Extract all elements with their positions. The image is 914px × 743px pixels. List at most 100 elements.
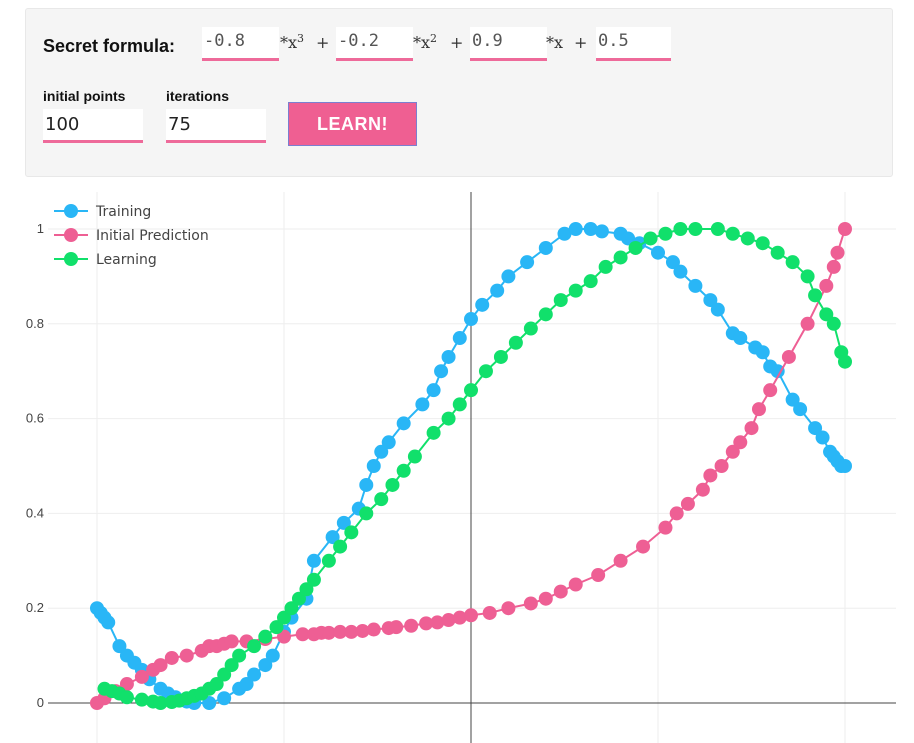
data-point	[553, 293, 568, 308]
data-point	[464, 312, 478, 327]
data-point	[306, 572, 321, 587]
data-point	[819, 307, 834, 322]
data-point	[355, 623, 370, 638]
data-point	[594, 224, 609, 239]
data-point	[441, 613, 456, 628]
data-point	[673, 222, 688, 236]
data-point	[321, 625, 336, 640]
data-point	[404, 618, 419, 633]
data-point	[568, 577, 583, 592]
coefficient-x3-input[interactable]: -0.8	[202, 27, 279, 61]
data-point	[501, 601, 516, 616]
data-point	[284, 601, 299, 616]
data-point	[482, 605, 497, 620]
data-point	[336, 515, 351, 530]
data-point	[452, 397, 467, 412]
data-point	[680, 496, 695, 511]
data-point	[344, 624, 359, 639]
data-point	[153, 696, 168, 710]
data-point	[553, 584, 568, 599]
data-point	[217, 691, 232, 706]
data-point	[452, 331, 467, 346]
y-tick-label: 0.2	[26, 600, 44, 615]
data-point	[538, 240, 553, 255]
data-point	[568, 283, 583, 298]
y-tick-label: 0.4	[26, 505, 44, 520]
data-point	[295, 627, 310, 642]
data-point	[800, 316, 815, 331]
data-point	[464, 383, 478, 398]
initial-points-input[interactable]: 100	[43, 109, 143, 143]
data-point	[538, 591, 553, 606]
data-point	[277, 629, 291, 644]
data-point	[134, 692, 149, 707]
data-point	[202, 696, 217, 710]
data-point	[770, 245, 785, 260]
data-point	[763, 383, 778, 398]
data-point	[426, 425, 441, 440]
data-point	[209, 677, 224, 692]
learn-button[interactable]: LEARN!	[288, 102, 417, 146]
data-point	[830, 245, 845, 260]
data-point	[258, 629, 273, 644]
data-point	[430, 615, 445, 630]
data-point	[389, 620, 404, 635]
data-point	[643, 231, 658, 246]
data-point	[366, 459, 381, 473]
legend-label[interactable]: Learning	[96, 252, 157, 268]
data-point	[333, 539, 348, 554]
data-point	[785, 255, 800, 270]
data-point	[112, 639, 127, 654]
data-point	[658, 226, 673, 241]
data-point	[407, 449, 422, 464]
data-point	[344, 525, 359, 540]
data-point	[374, 444, 389, 459]
legend-label[interactable]: Initial Prediction	[96, 228, 209, 244]
iterations-input[interactable]: 75	[166, 109, 266, 143]
coefficient-x2-input[interactable]: -0.2	[336, 27, 413, 61]
data-point	[321, 553, 336, 568]
y-tick-label: 0	[37, 695, 44, 710]
constant-input[interactable]: 0.5	[596, 27, 671, 61]
data-point	[781, 349, 796, 364]
control-panel: Secret formula: -0.8 *x3 + -0.2 *x2 + 0.…	[25, 8, 893, 177]
y-tick-label: 0.8	[26, 316, 44, 331]
data-point	[538, 307, 553, 322]
coefficient-x-input[interactable]: 0.9	[470, 27, 547, 61]
data-point	[277, 610, 291, 625]
data-point	[751, 402, 766, 417]
data-point	[695, 482, 710, 497]
data-point	[621, 231, 636, 246]
data-point	[583, 274, 598, 289]
data-point	[838, 222, 852, 236]
data-point	[793, 402, 808, 417]
chart-series	[90, 222, 852, 710]
data-point	[838, 354, 852, 369]
data-point	[119, 677, 134, 692]
data-point	[665, 255, 680, 270]
data-point	[153, 658, 168, 673]
data-point	[374, 492, 389, 507]
data-point	[583, 222, 598, 236]
data-point	[725, 226, 740, 241]
series-learning	[97, 222, 852, 710]
data-point	[325, 530, 340, 545]
data-point	[651, 245, 665, 260]
data-point	[247, 667, 262, 682]
data-point	[613, 553, 628, 568]
data-point	[669, 506, 684, 521]
data-point	[452, 610, 467, 625]
data-point	[441, 349, 456, 364]
data-point	[755, 236, 770, 251]
legend-label[interactable]: Training	[95, 204, 151, 220]
data-point	[419, 616, 434, 631]
data-point	[688, 278, 703, 293]
data-point	[464, 608, 478, 623]
data-point	[501, 269, 516, 284]
plus-sign: +	[450, 33, 464, 52]
iterations-label: iterations	[166, 88, 230, 104]
data-point	[232, 648, 247, 663]
data-point	[613, 250, 628, 265]
data-point	[785, 392, 800, 407]
data-point	[755, 345, 770, 360]
